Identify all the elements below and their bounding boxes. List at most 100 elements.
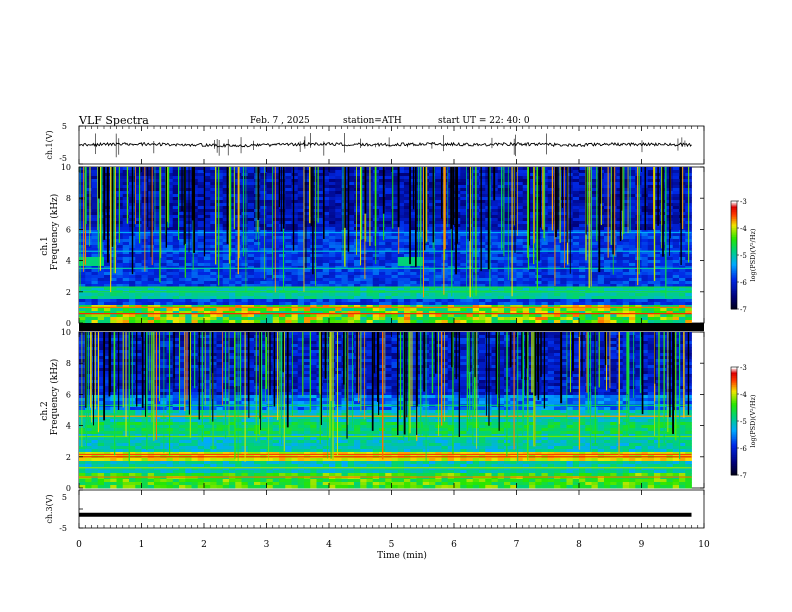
spectrogram-cell — [272, 179, 280, 183]
spectrogram-cell — [629, 191, 636, 195]
spectrogram-cell — [85, 182, 92, 186]
spectrogram-cell — [204, 281, 211, 285]
spectrogram-cell — [304, 287, 311, 291]
spectrogram-cell — [685, 269, 692, 273]
spectrogram-cell — [604, 206, 611, 210]
spectrogram-cell — [616, 170, 624, 174]
spectrogram-cell — [135, 275, 142, 279]
spectrogram-cell — [416, 299, 424, 303]
spectrogram-cell — [216, 173, 224, 177]
spectrogram-cell — [304, 281, 311, 285]
spectrogram-cell — [79, 179, 86, 183]
spectrogram-cell — [116, 260, 124, 264]
spectrogram-cell — [360, 239, 367, 243]
spectrogram-cell — [135, 191, 142, 195]
spectrogram-cell — [354, 230, 361, 234]
spectrogram-cell — [260, 254, 267, 258]
spectrogram-cell — [591, 224, 599, 228]
spectrogram-cell — [85, 293, 92, 297]
spectrogram-cell — [135, 197, 142, 201]
spectrogram-cell — [485, 275, 492, 279]
spectrogram-cell — [285, 221, 292, 225]
spectrogram-cell — [347, 257, 355, 261]
spectrogram-cell — [404, 281, 411, 285]
spectrogram-cell — [385, 245, 392, 249]
spectrogram-cell — [597, 233, 605, 237]
spectrogram-cell — [154, 215, 161, 219]
spectrogram-cell — [204, 314, 211, 318]
spectrogram-cell — [260, 188, 267, 192]
spectrogram-cell — [447, 305, 455, 309]
spectrogram-cell — [185, 251, 192, 255]
spectrogram-cell — [366, 317, 374, 321]
spectrogram-cell — [266, 308, 274, 312]
spectrogram-cell — [572, 227, 580, 231]
spectrogram-cell — [654, 221, 661, 225]
spectrogram-cell — [666, 266, 674, 270]
spectrogram-cell — [504, 212, 511, 216]
spectrogram-cell — [460, 215, 467, 219]
spectrogram-cell — [122, 182, 130, 186]
spectrogram-cell — [635, 185, 642, 189]
spectrogram-cell — [116, 302, 124, 306]
spectrogram-cell — [554, 260, 561, 264]
spectrogram-cell — [472, 308, 480, 312]
spectrogram-cell — [560, 236, 567, 240]
spectrogram-cell — [354, 203, 361, 207]
spectrogram-cell — [397, 251, 405, 255]
spectrogram-cell — [291, 209, 299, 213]
spectrogram-cell — [547, 221, 555, 225]
spectrogram-cell — [291, 305, 299, 309]
spectrogram-cell — [391, 314, 399, 318]
spectrogram-cell — [322, 239, 330, 243]
spectrogram-cell — [622, 260, 630, 264]
spectrogram-cell — [460, 269, 467, 273]
spectrogram-cell — [616, 296, 624, 300]
spectrogram-cell — [622, 287, 630, 291]
spectrogram-cell — [347, 194, 355, 198]
spectrogram-cell — [229, 245, 236, 249]
spectrogram-cell — [429, 260, 436, 264]
spectrogram-cell — [285, 215, 292, 219]
spectrogram-cell — [160, 167, 167, 171]
spectrogram-cell — [166, 257, 174, 261]
spectrogram-cell — [316, 212, 324, 216]
spectrogram-cell — [160, 293, 167, 297]
spectrogram-cell — [622, 179, 630, 183]
spectrogram-cell — [97, 254, 105, 258]
spectrogram-cell — [610, 284, 617, 288]
spectrogram-cell — [672, 281, 680, 285]
spectrogram-cell — [560, 275, 567, 279]
spectrogram-cell — [635, 302, 642, 306]
spectrogram-cell — [341, 317, 349, 321]
spectrogram-cell — [160, 260, 167, 264]
spectrogram-cell — [329, 236, 336, 240]
spectrogram-cell — [610, 263, 617, 267]
spectrogram-cell — [154, 314, 161, 318]
spectrogram-cell — [447, 311, 455, 315]
spectrogram-cell — [166, 248, 174, 252]
spectrogram-cell — [135, 284, 142, 288]
spectrogram-cell — [547, 197, 555, 201]
spectrogram-cell — [91, 203, 99, 207]
spectrogram-cell — [485, 299, 492, 303]
spectrogram-cell — [279, 218, 286, 222]
spectrogram-cell — [154, 209, 161, 213]
spectrogram-cell — [347, 182, 355, 186]
spectrogram-cell — [85, 218, 92, 222]
spectrogram-cell — [435, 206, 442, 210]
spectrogram-cell — [322, 263, 330, 267]
spectrogram-cell — [479, 212, 486, 216]
spectrogram-cell — [379, 242, 386, 246]
spectrogram-cell — [572, 263, 580, 267]
spectrogram-cell — [122, 236, 130, 240]
spectrogram-cell — [616, 197, 624, 201]
spectrogram-cell — [479, 278, 486, 282]
spectrogram-cell — [616, 251, 624, 255]
spectrogram-cell — [397, 227, 405, 231]
spectrogram-cell — [279, 275, 286, 279]
spectrogram-cell — [647, 281, 655, 285]
spectrogram-cell — [672, 203, 680, 207]
spectrogram-cell — [354, 185, 361, 189]
spectrogram-cell — [372, 281, 380, 285]
